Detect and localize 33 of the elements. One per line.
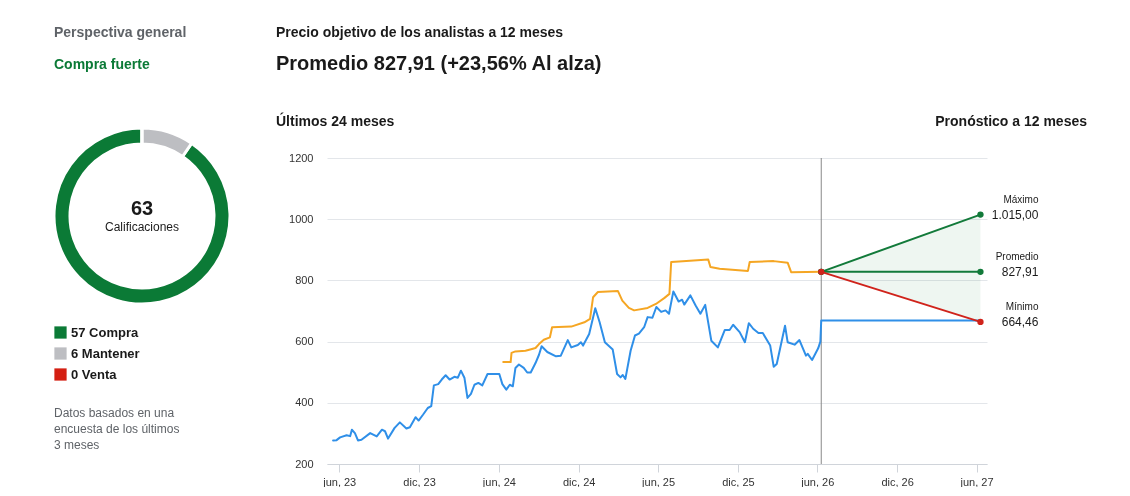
- x-tick-label: dic, 26: [881, 475, 914, 488]
- text: Últimos 24 meses: [276, 112, 395, 129]
- x-tick-label: jun, 26: [800, 475, 835, 488]
- chart-subtitle: Compra fuerte: [54, 56, 150, 72]
- text: 63: [130, 197, 154, 219]
- chart-subtitle: Promedio 827,91 (+23,56% Al alza): [276, 52, 602, 74]
- chart-title: Precio objetivo de los analistas a 12 meses: [276, 24, 564, 40]
- y-tick-label: 1000: [289, 212, 314, 225]
- x-tick-label: dic, 25: [722, 475, 755, 488]
- data-label: 827,91: [1001, 264, 1039, 279]
- text: Máximo: [1003, 193, 1039, 205]
- legend-label: 6 Mantener: [71, 345, 140, 361]
- y-tick-label: 600: [295, 335, 314, 348]
- y-tick-label: 200: [295, 457, 314, 470]
- data-label: 664,46: [1001, 314, 1039, 329]
- text: Pronóstico a 12 meses: [935, 113, 1088, 129]
- text: Calificaciones: [104, 220, 180, 234]
- x-tick-label: dic, 24: [562, 475, 596, 488]
- y-tick-label: 400: [295, 396, 314, 409]
- x-tick-label: jun, 24: [481, 475, 516, 488]
- data-label: 1.015,00: [991, 207, 1039, 222]
- x-tick-label: jun, 25: [641, 475, 676, 488]
- y-tick-label: 800: [295, 273, 314, 286]
- text: Datos basados en una encuesta de los últimos 3 meses: [54, 406, 180, 452]
- series-label: Promedio: [995, 250, 1039, 262]
- legend-label: 57 Compra: [71, 324, 139, 340]
- text: Mínimo: [1005, 300, 1039, 312]
- x-tick-label: jun, 23: [322, 475, 357, 488]
- x-tick-label: jun, 27: [959, 475, 994, 488]
- chart-title: Perspectiva general: [54, 24, 187, 40]
- y-tick-label: 1200: [289, 151, 314, 164]
- x-tick-label: dic, 23: [403, 475, 436, 488]
- legend-label: 0 Venta: [71, 366, 118, 382]
